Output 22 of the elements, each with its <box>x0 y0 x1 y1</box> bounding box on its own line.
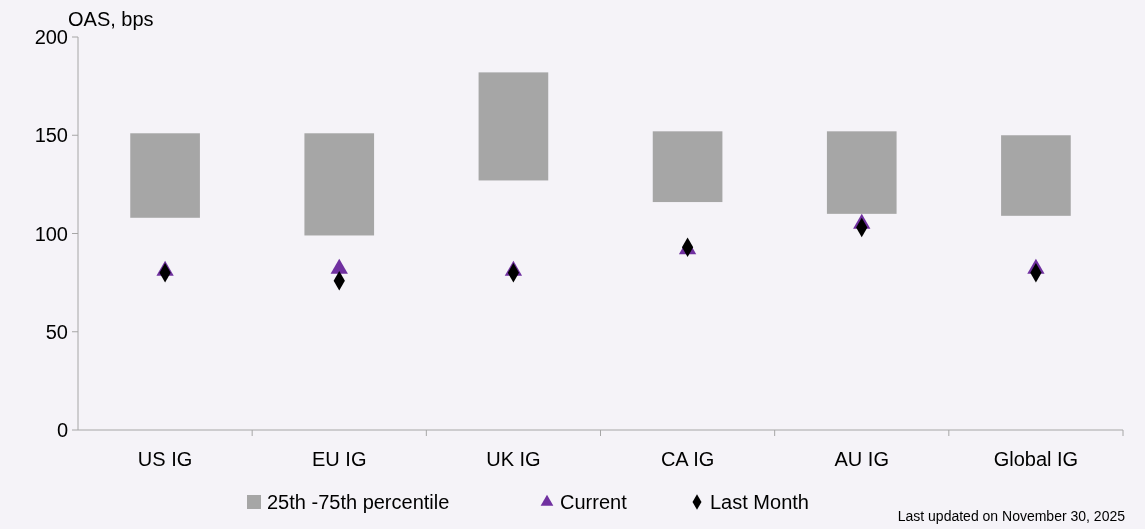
y-tick-label: 200 <box>34 26 68 48</box>
legend-label: 25th -75th percentile <box>267 491 450 513</box>
x-tick-label: AU IG <box>834 448 889 470</box>
text: Last updated on November 30, 2025 <box>897 508 1126 524</box>
bar <box>130 133 200 218</box>
y-tick-label: 0 <box>56 419 68 441</box>
x-tick-label: Global IG <box>993 448 1079 470</box>
x-tick-label: US IG <box>137 448 193 470</box>
y-tick-label: 100 <box>34 222 68 245</box>
y-tick-label: 50 <box>45 320 68 343</box>
bar <box>304 133 375 236</box>
legend-label: Current <box>560 491 628 513</box>
x-tick-label: CA IG <box>660 448 715 470</box>
bar <box>478 72 549 181</box>
legend-label: Last Month <box>710 491 809 513</box>
y-axis-title: OAS, bps <box>68 8 154 30</box>
x-tick-label: UK IG <box>486 448 541 470</box>
bar <box>1001 135 1071 216</box>
bar <box>652 131 723 203</box>
y-tick-label: 150 <box>34 124 68 147</box>
bar <box>826 131 897 214</box>
x-tick-label: EU IG <box>312 448 367 470</box>
